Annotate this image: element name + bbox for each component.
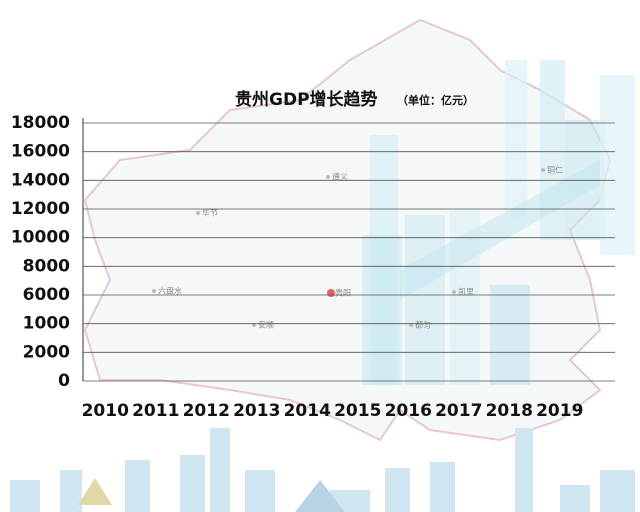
x-tick-label: 2012 <box>183 401 230 421</box>
y-tick-label: 6000 <box>23 285 70 305</box>
map-label: 六盘水 <box>158 286 182 296</box>
y-tick-label: 12000 <box>11 199 70 219</box>
map-dot <box>196 211 200 215</box>
map-label: 贵阳 <box>335 288 351 298</box>
map-dot <box>452 290 456 294</box>
y-tick-label: 8000 <box>23 256 70 276</box>
map-label: 毕节 <box>202 208 218 218</box>
x-tick-label: 2017 <box>435 401 482 421</box>
y-tick-label: 0 <box>58 371 70 391</box>
x-tick-label: 2019 <box>536 401 583 421</box>
map-label: 都匀 <box>415 320 431 330</box>
x-tick-label: 2016 <box>385 401 432 421</box>
chart-subtitle: （单位：亿元） <box>397 93 474 107</box>
y-tick-label: 14000 <box>11 170 70 190</box>
y-tick-label: 2000 <box>23 342 70 362</box>
y-tick-label: 16000 <box>11 142 70 162</box>
map-dot <box>326 175 330 179</box>
chart-title: 贵州GDP增长趋势 <box>235 89 378 110</box>
x-tick-label: 2013 <box>233 401 280 421</box>
map-label: 安顺 <box>258 320 274 330</box>
map-label: 铜仁 <box>547 165 563 175</box>
map-dot <box>541 168 545 172</box>
x-tick-label: 2015 <box>334 401 381 421</box>
map-dot <box>327 289 335 297</box>
x-tick-label: 2010 <box>82 401 129 421</box>
y-tick-label: 10000 <box>11 228 70 248</box>
y-tick-label: 18000 <box>11 113 70 133</box>
map-label: 遵义 <box>332 172 348 182</box>
x-tick-label: 2011 <box>132 401 179 421</box>
x-tick-label: 2018 <box>486 401 533 421</box>
map-label: 凯里 <box>458 287 474 297</box>
y-tick-label: 1000 <box>23 314 70 334</box>
x-tick-label: 2014 <box>284 401 331 421</box>
map-dot <box>152 289 156 293</box>
